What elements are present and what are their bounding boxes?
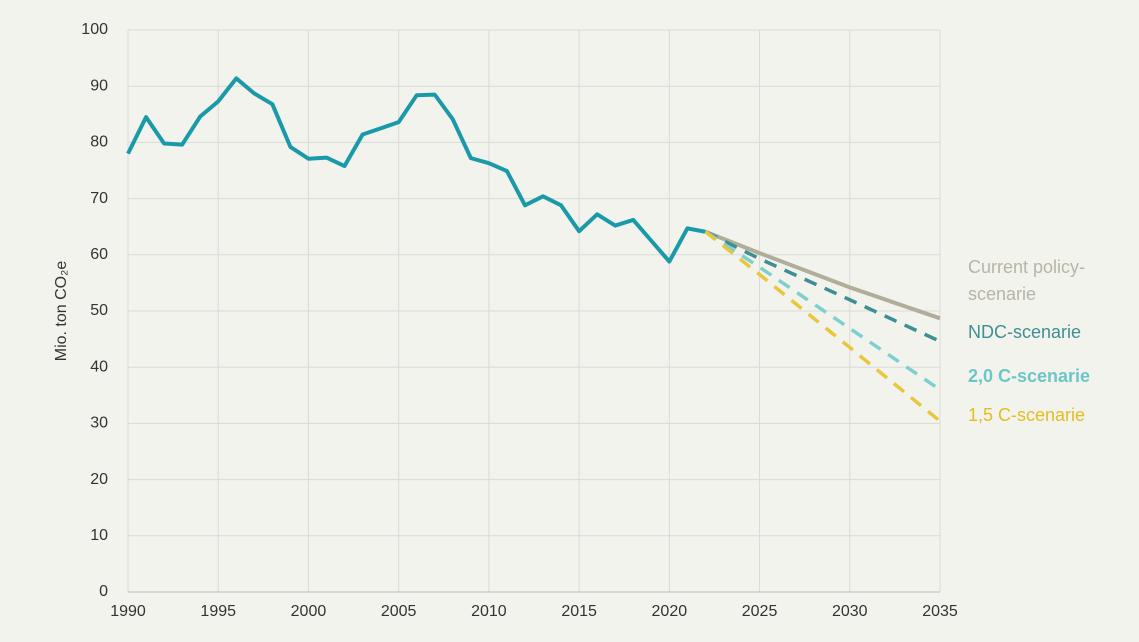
y-tick-label: 100 bbox=[81, 21, 108, 38]
y-tick-label: 40 bbox=[90, 358, 108, 375]
x-tick-label: 2025 bbox=[742, 603, 778, 620]
x-tick-label: 2030 bbox=[832, 603, 868, 620]
x-tick-label: 2015 bbox=[561, 603, 597, 620]
y-tick-label: 10 bbox=[90, 527, 108, 544]
y-tick-label: 80 bbox=[90, 134, 108, 151]
y-tick-label: 70 bbox=[90, 190, 108, 207]
series-line bbox=[704, 229, 941, 321]
x-tick-label: 2005 bbox=[381, 603, 417, 620]
x-tick-label: 1995 bbox=[200, 603, 236, 620]
series-label: scenarie bbox=[968, 284, 1036, 304]
x-tick-label: 2000 bbox=[291, 603, 327, 620]
y-tick-label: 90 bbox=[90, 77, 108, 94]
x-tick-label: 2010 bbox=[471, 603, 507, 620]
series-label: 2,0 C-scenarie bbox=[968, 366, 1090, 386]
scenario-line bbox=[704, 230, 941, 343]
y-axis-label: Mio. ton CO₂e bbox=[53, 261, 70, 362]
series-line bbox=[126, 76, 706, 264]
series-label: 1,5 C-scenarie bbox=[968, 405, 1085, 425]
y-tick-label: 20 bbox=[90, 471, 108, 488]
y-tick-label: 30 bbox=[90, 415, 108, 432]
series-label: NDC-scenarie bbox=[968, 322, 1081, 342]
x-tick-label: 2035 bbox=[922, 603, 958, 620]
x-tick-label: 2020 bbox=[652, 603, 688, 620]
y-tick-label: 50 bbox=[90, 302, 108, 319]
y-tick-label: 60 bbox=[90, 246, 108, 263]
y-tick-label: 0 bbox=[99, 583, 108, 600]
scenario-line bbox=[704, 230, 941, 392]
scenario-line bbox=[704, 230, 942, 423]
series-label: Current policy- bbox=[968, 257, 1085, 277]
x-tick-label: 1990 bbox=[110, 603, 146, 620]
